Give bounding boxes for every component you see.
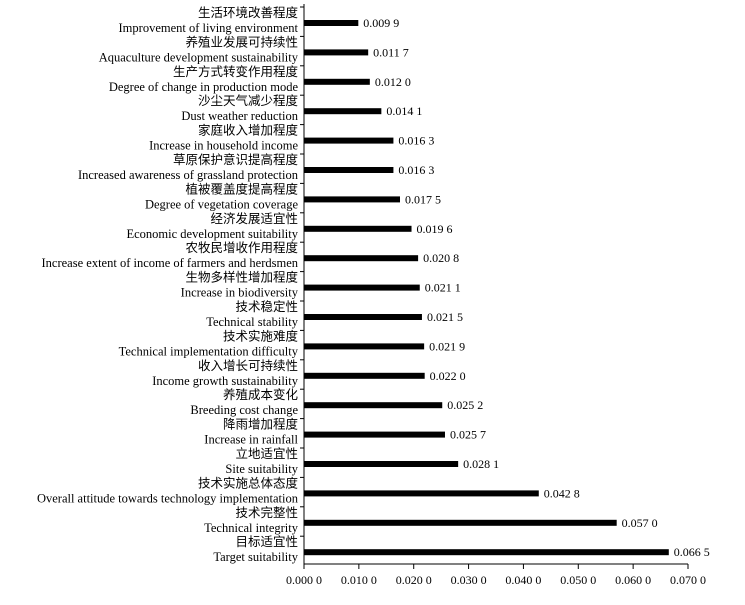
data-label: 0.011 7 <box>373 45 409 59</box>
category-label-zh: 养殖业发展可持续性 <box>185 34 298 49</box>
category-label-zh: 养殖成本变化 <box>223 387 299 402</box>
category-label-zh: 农牧民增收作用程度 <box>185 240 298 255</box>
bar <box>304 196 400 203</box>
data-label: 0.016 3 <box>398 163 434 177</box>
data-label: 0.019 6 <box>417 222 453 236</box>
bar <box>304 314 422 320</box>
bar <box>304 519 617 526</box>
category-label-en: Income growth sustainability <box>152 374 299 388</box>
data-label: 0.020 8 <box>423 251 459 265</box>
category-label-en: Technical integrity <box>204 521 299 535</box>
data-label: 0.025 2 <box>447 398 483 412</box>
x-tick-label: 0.040 0 <box>505 573 541 587</box>
bar <box>304 49 369 56</box>
data-label: 0.009 9 <box>363 16 399 30</box>
x-tick-label: 0.050 0 <box>560 573 596 587</box>
data-label: 0.016 3 <box>398 134 434 148</box>
plot-area: 0.000 0 0.010 0 0.020 0 0.030 0 0.040 0 0.050… <box>37 4 710 587</box>
category-label-zh: 经济发展适宜性 <box>210 211 298 226</box>
category-label-zh: 生产方式转变作用程度 <box>173 64 299 79</box>
category-label-zh: 技术实施难度 <box>223 328 299 343</box>
bar <box>304 137 394 144</box>
category-label-en: Technical implementation difficulty <box>119 344 299 358</box>
data-label: 0.022 0 <box>430 369 466 383</box>
bar <box>304 431 445 438</box>
bar <box>304 343 425 350</box>
data-label: 0.017 5 <box>405 192 441 206</box>
category-label-en: Degree of vegetation coverage <box>145 197 298 211</box>
category-label-en: Dust weather reduction <box>181 109 298 123</box>
category-label-zh: 技术完整性 <box>235 505 298 520</box>
category-label-en: Breeding cost change <box>190 403 298 417</box>
category-label-en: Target suitability <box>213 550 298 564</box>
category-label-en: Increase in rainfall <box>204 433 298 447</box>
x-tick-label: 0.070 0 <box>670 573 706 587</box>
bar <box>304 461 459 467</box>
category-label-zh: 技术稳定性 <box>235 299 298 314</box>
category-label-zh: 生物多样性增加程度 <box>185 270 298 285</box>
data-label: 0.021 5 <box>427 310 463 324</box>
data-label: 0.012 0 <box>375 75 411 89</box>
category-label-zh: 草原保护意识提高程度 <box>173 152 299 167</box>
data-label: 0.021 1 <box>425 281 461 295</box>
category-label-zh: 技术实施总体态度 <box>198 475 299 490</box>
category-label-en: Increase extent of income of farmers and… <box>42 256 299 270</box>
x-tick-label: 0.060 0 <box>615 573 651 587</box>
category-label-en: Aquaculture development sustainability <box>99 50 299 64</box>
category-label-en: Site suitability <box>225 462 298 476</box>
bar <box>304 167 394 173</box>
category-label-en: Degree of change in production mode <box>109 80 299 94</box>
x-tick-label: 0.020 0 <box>396 573 432 587</box>
category-label-en: Overall attitude towards technology impl… <box>37 491 299 505</box>
bar <box>304 284 420 291</box>
data-label: 0.066 5 <box>674 545 710 559</box>
category-label-zh: 降雨增加程度 <box>223 417 299 432</box>
category-label-zh: 立地适宜性 <box>235 446 298 461</box>
category-label-zh: 生活环境改善程度 <box>198 5 299 20</box>
category-label-zh: 收入增长可持续性 <box>198 358 298 373</box>
category-label-en: Technical stability <box>206 315 299 329</box>
data-label: 0.014 1 <box>386 104 422 118</box>
bar <box>304 372 425 379</box>
bar <box>304 20 359 26</box>
bar <box>304 225 412 232</box>
bar <box>304 549 669 556</box>
bar <box>304 490 539 497</box>
category-label-en: Improvement of living environment <box>119 21 299 35</box>
data-label: 0.042 8 <box>544 486 580 500</box>
bar <box>304 255 419 262</box>
category-label-en: Increase in biodiversity <box>181 286 299 300</box>
bar <box>304 108 382 115</box>
category-label-zh: 家庭收入增加程度 <box>198 123 299 138</box>
category-label-en: Economic development suitability <box>127 227 299 241</box>
bar <box>304 78 370 85</box>
data-label: 0.025 7 <box>450 428 486 442</box>
data-label: 0.028 1 <box>463 457 499 471</box>
x-tick-label: 0.030 0 <box>451 573 487 587</box>
data-label: 0.021 9 <box>429 339 465 353</box>
data-label: 0.057 0 <box>622 516 658 530</box>
category-label-zh: 目标适宜性 <box>235 534 298 549</box>
x-tick-label: 0.010 0 <box>341 573 377 587</box>
category-label-en: Increased awareness of grassland protect… <box>78 168 299 182</box>
bar <box>304 402 443 409</box>
category-label-zh: 植被覆盖度提高程度 <box>185 181 298 196</box>
category-label-en: Increase in household income <box>149 139 298 153</box>
category-label-zh: 沙尘天气减少程度 <box>198 93 299 108</box>
x-tick-label: 0.000 0 <box>286 573 322 587</box>
